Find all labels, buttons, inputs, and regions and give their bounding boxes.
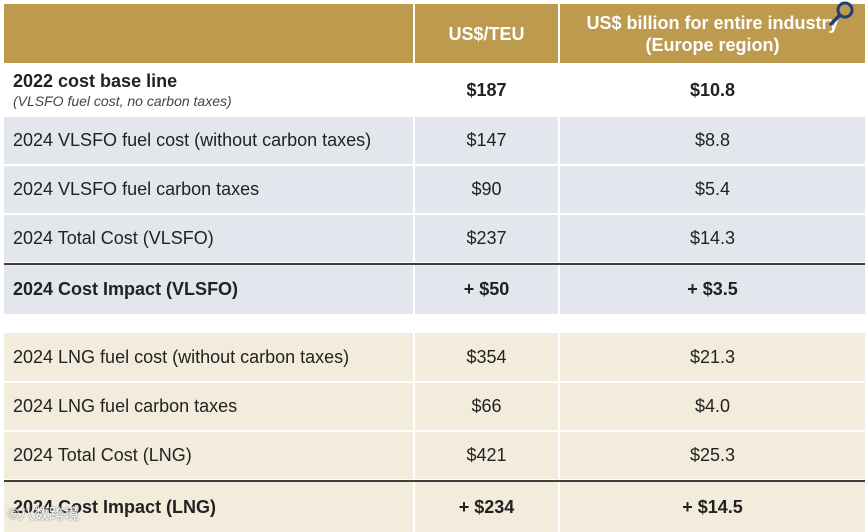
table-row-lng-impact: 2024 Cost Impact (LNG) + $234 + $14.5 [0,482,865,532]
row-bn: $25.3 [560,432,865,479]
baseline-label-cell: 2022 cost base line (VLSFO fuel cost, no… [4,65,413,115]
row-bn: $5.4 [560,166,865,213]
row-label: 2024 VLSFO fuel cost (without carbon tax… [4,117,413,164]
row-teu: $354 [415,333,558,381]
row-teu: $66 [415,383,558,430]
row-bn: $21.3 [560,333,865,381]
impact-label: 2024 Cost Impact (LNG) [4,482,413,532]
header-col1 [4,4,413,63]
table-row-baseline: 2022 cost base line (VLSFO fuel cost, no… [0,65,865,115]
impact-teu: + $50 [415,265,558,314]
header-teu: US$/TEU [415,4,558,63]
row-teu: $237 [415,215,558,262]
search-icon[interactable] [826,0,858,28]
baseline-bn: $10.8 [560,65,865,115]
baseline-label: 2022 cost base line [13,71,178,91]
row-bn: $4.0 [560,383,865,430]
row-label: 2024 VLSFO fuel carbon taxes [4,166,413,213]
table-header: US$/TEU US$ billion for entire industry … [0,4,865,63]
row-teu: $147 [415,117,558,164]
row-label: 2024 LNG fuel carbon taxes [4,383,413,430]
table-row: 2024 LNG fuel cost (without carbon taxes… [0,333,865,381]
table-row: 2024 Total Cost (VLSFO) $237 $14.3 [0,215,865,262]
baseline-sublabel: (VLSFO fuel cost, no carbon taxes) [13,93,232,109]
baseline-teu: $187 [415,65,558,115]
impact-bn: + $3.5 [560,265,865,314]
row-teu: $90 [415,166,558,213]
table-row: 2024 LNG fuel carbon taxes $66 $4.0 [0,383,865,430]
row-label: 2024 Total Cost (LNG) [4,432,413,479]
watermark: ©八数跨境 [8,506,80,523]
table-row: 2024 VLSFO fuel cost (without carbon tax… [0,117,865,164]
impact-bn: + $14.5 [560,482,865,532]
row-bn: $8.8 [560,117,865,164]
row-bn: $14.3 [560,215,865,262]
table-row: 2024 Total Cost (LNG) $421 $25.3 [0,432,865,479]
table-row: 2024 VLSFO fuel carbon taxes $90 $5.4 [0,166,865,213]
table-row-vlsfo-impact: 2024 Cost Impact (VLSFO) + $50 + $3.5 [0,265,865,314]
divider [4,480,865,482]
row-label: 2024 LNG fuel cost (without carbon taxes… [4,333,413,381]
impact-teu: + $234 [415,482,558,532]
row-teu: $421 [415,432,558,479]
row-label: 2024 Total Cost (VLSFO) [4,215,413,262]
header-industry: US$ billion for entire industry (Europe … [560,4,865,63]
divider [4,263,865,265]
impact-label: 2024 Cost Impact (VLSFO) [4,265,413,314]
